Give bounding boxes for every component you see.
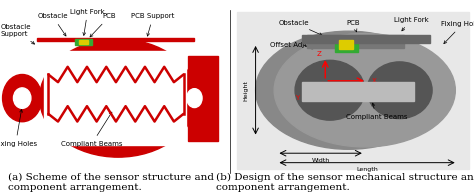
Text: Fixing Holes: Fixing Holes — [0, 109, 36, 147]
Text: PCB: PCB — [346, 20, 360, 32]
Text: Length: Length — [356, 167, 378, 172]
Text: Offset Adjustment: Offset Adjustment — [270, 42, 333, 49]
FancyBboxPatch shape — [302, 82, 413, 101]
Text: Compliant Beams: Compliant Beams — [61, 112, 123, 147]
Text: Obstacle: Obstacle — [37, 13, 68, 36]
FancyBboxPatch shape — [188, 56, 219, 141]
FancyBboxPatch shape — [37, 38, 194, 41]
Text: Light Fork: Light Fork — [70, 9, 105, 35]
FancyBboxPatch shape — [335, 37, 358, 52]
Text: Light Fork: Light Fork — [394, 17, 428, 31]
Text: Z: Z — [317, 51, 321, 57]
Ellipse shape — [40, 39, 197, 157]
Text: Obstacle
Support: Obstacle Support — [0, 24, 35, 44]
Ellipse shape — [367, 62, 432, 119]
Text: PCB Support: PCB Support — [131, 13, 175, 36]
FancyBboxPatch shape — [307, 35, 404, 48]
FancyBboxPatch shape — [302, 35, 430, 43]
Ellipse shape — [255, 31, 441, 149]
Text: Height: Height — [244, 80, 248, 101]
Text: Y: Y — [295, 95, 300, 101]
FancyBboxPatch shape — [44, 51, 186, 145]
Text: Compliant Beams: Compliant Beams — [346, 103, 407, 120]
Text: PCB: PCB — [90, 13, 116, 37]
Text: Width: Width — [311, 158, 330, 163]
Ellipse shape — [295, 60, 365, 120]
Text: Obstacle: Obstacle — [279, 20, 322, 35]
Text: (b) Design of the sensor mechanical structure and
component arrangement.: (b) Design of the sensor mechanical stru… — [216, 173, 474, 192]
Ellipse shape — [13, 88, 31, 108]
FancyBboxPatch shape — [237, 12, 469, 169]
Text: Fixing Holes: Fixing Holes — [441, 21, 474, 44]
Text: (a) Scheme of the sensor structure and
component arrangement.: (a) Scheme of the sensor structure and c… — [9, 173, 214, 192]
Ellipse shape — [2, 74, 42, 122]
FancyBboxPatch shape — [79, 40, 88, 44]
Text: X: X — [372, 78, 376, 84]
Ellipse shape — [187, 89, 202, 108]
Ellipse shape — [274, 34, 456, 147]
FancyBboxPatch shape — [74, 39, 92, 45]
FancyBboxPatch shape — [339, 40, 353, 49]
